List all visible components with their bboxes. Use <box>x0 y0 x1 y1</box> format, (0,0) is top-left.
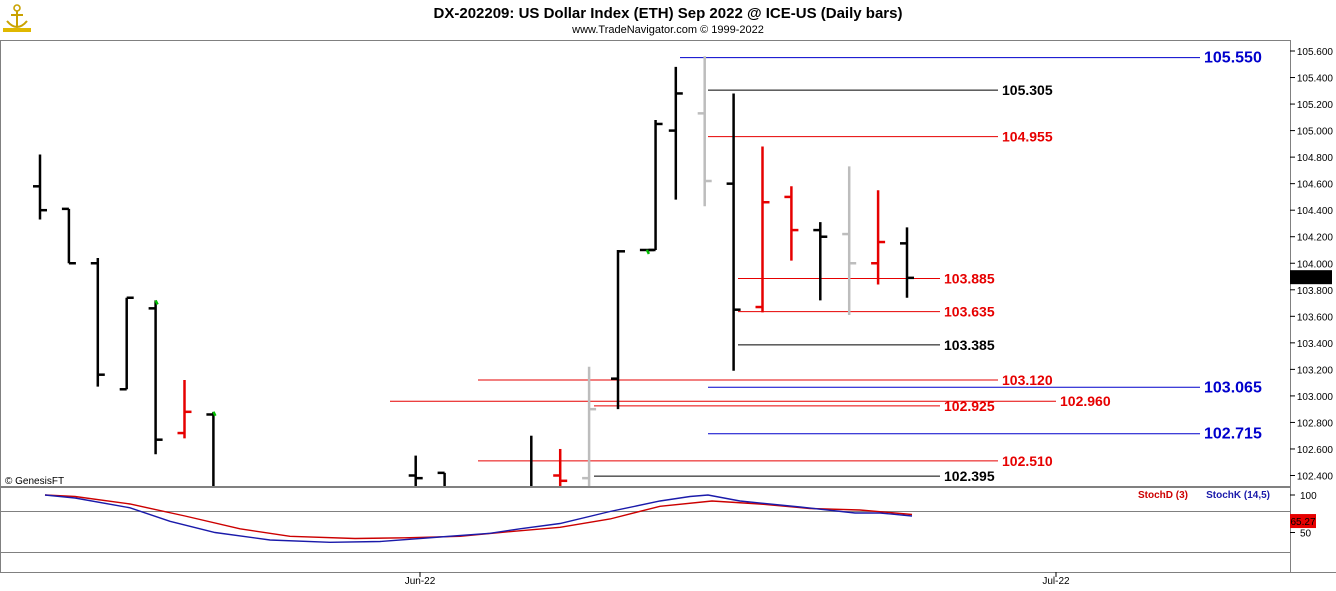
logo-anchor-icon <box>3 4 31 32</box>
y-tick-label: 102.400 <box>1297 472 1334 483</box>
stoch-line-StochK (14,5) <box>44 494 913 544</box>
y-tick-label: 103.400 <box>1297 339 1334 350</box>
level-label-102.960: 102.960 <box>1060 393 1111 409</box>
last-price-box <box>1290 270 1332 285</box>
level-label-103.635: 103.635 <box>944 304 995 320</box>
stoch-panel-frame <box>0 487 1291 573</box>
y-tick-label: 105.000 <box>1297 127 1334 138</box>
ohlc-green-tick <box>645 249 651 255</box>
y-tick-label: 105.600 <box>1297 47 1334 58</box>
chart-title: DX-202209: US Dollar Index (ETH) Sep 202… <box>434 5 903 22</box>
y-tick-label: 104.400 <box>1297 206 1334 217</box>
ohlc-green-tick <box>154 299 159 305</box>
levels-layer: 105.550 105.305 104.955 103.885 103.635 103.3… <box>390 50 1262 484</box>
stoch-last-box <box>1290 514 1316 529</box>
y-tick-label: 105.200 <box>1297 100 1334 111</box>
x-labels-layer: Jun-22 Jul-22 <box>405 572 1070 587</box>
level-label-102.510: 102.510 <box>1002 453 1053 469</box>
y-tick-label: 104.800 <box>1297 153 1334 164</box>
level-label-103.385: 103.385 <box>944 337 995 353</box>
legend-stochK: StochK (14,5) <box>1206 490 1270 501</box>
price-panel-frame <box>0 40 1291 487</box>
y-tick-label: 102.600 <box>1297 445 1334 456</box>
level-label-105.550: 105.550 <box>1204 50 1262 67</box>
last-price-label: 103.895 <box>1293 273 1330 284</box>
level-label-102.395: 102.395 <box>944 468 995 484</box>
y-tick-label: 104.200 <box>1297 233 1334 244</box>
stoch-tick-label: 50 <box>1300 529 1312 540</box>
chart-subtitle: www.TradeNavigator.com © 1999-2022 <box>571 24 764 36</box>
y-tick-label: 103.600 <box>1297 312 1334 323</box>
ohlc-green-tick <box>212 411 217 417</box>
stoch-tick-label: 100 <box>1300 491 1317 502</box>
level-label-102.925: 102.925 <box>944 398 995 414</box>
y-tick-label: 102.800 <box>1297 418 1334 429</box>
level-label-104.955: 104.955 <box>1002 129 1053 145</box>
y-tick-label: 103.000 <box>1297 392 1334 403</box>
level-label-103.885: 103.885 <box>944 271 995 287</box>
level-label-103.065: 103.065 <box>1204 379 1262 396</box>
level-label-105.305: 105.305 <box>1002 82 1053 98</box>
stoch-line-StochD (3) <box>44 494 913 540</box>
y-ticks-layer: 105.600 105.400 105.200 105.000 104.800 104.6… <box>1290 47 1333 483</box>
x-tick-label: Jul-22 <box>1042 576 1070 587</box>
y-tick-label: 104.600 <box>1297 180 1334 191</box>
stoch-last-label: 65.27 <box>1290 517 1315 528</box>
y-tick-label: 103.800 <box>1297 286 1334 297</box>
level-label-102.715: 102.715 <box>1204 426 1262 443</box>
level-label-103.120: 103.120 <box>1002 372 1053 388</box>
y-tick-label: 105.400 <box>1297 74 1334 85</box>
y-tick-label: 103.200 <box>1297 365 1334 376</box>
x-tick-label: Jun-22 <box>405 576 436 587</box>
bars-layer <box>33 56 914 486</box>
y-tick-label: 104.000 <box>1297 259 1334 270</box>
copyright-label: © GenesisFT <box>5 476 64 487</box>
legend-stochD: StochD (3) <box>1138 490 1188 501</box>
